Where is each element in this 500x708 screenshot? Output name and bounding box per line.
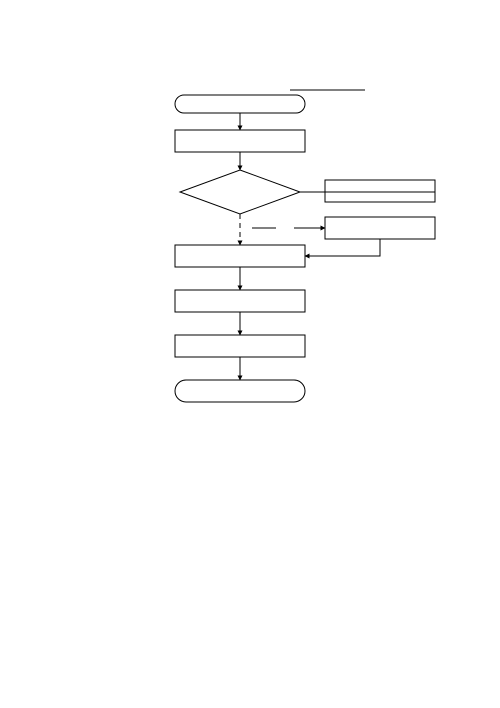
node-start — [175, 95, 305, 113]
node-p3 — [175, 290, 305, 312]
node-p1 — [175, 130, 305, 152]
node-p4 — [175, 335, 305, 357]
node-p2 — [175, 245, 305, 267]
node-end — [175, 380, 305, 402]
node-side2 — [325, 217, 435, 239]
node-side1 — [325, 180, 435, 202]
edge-e_side2_p2 — [305, 239, 380, 256]
node-d1 — [180, 170, 300, 214]
flowchart-canvas — [0, 0, 500, 708]
